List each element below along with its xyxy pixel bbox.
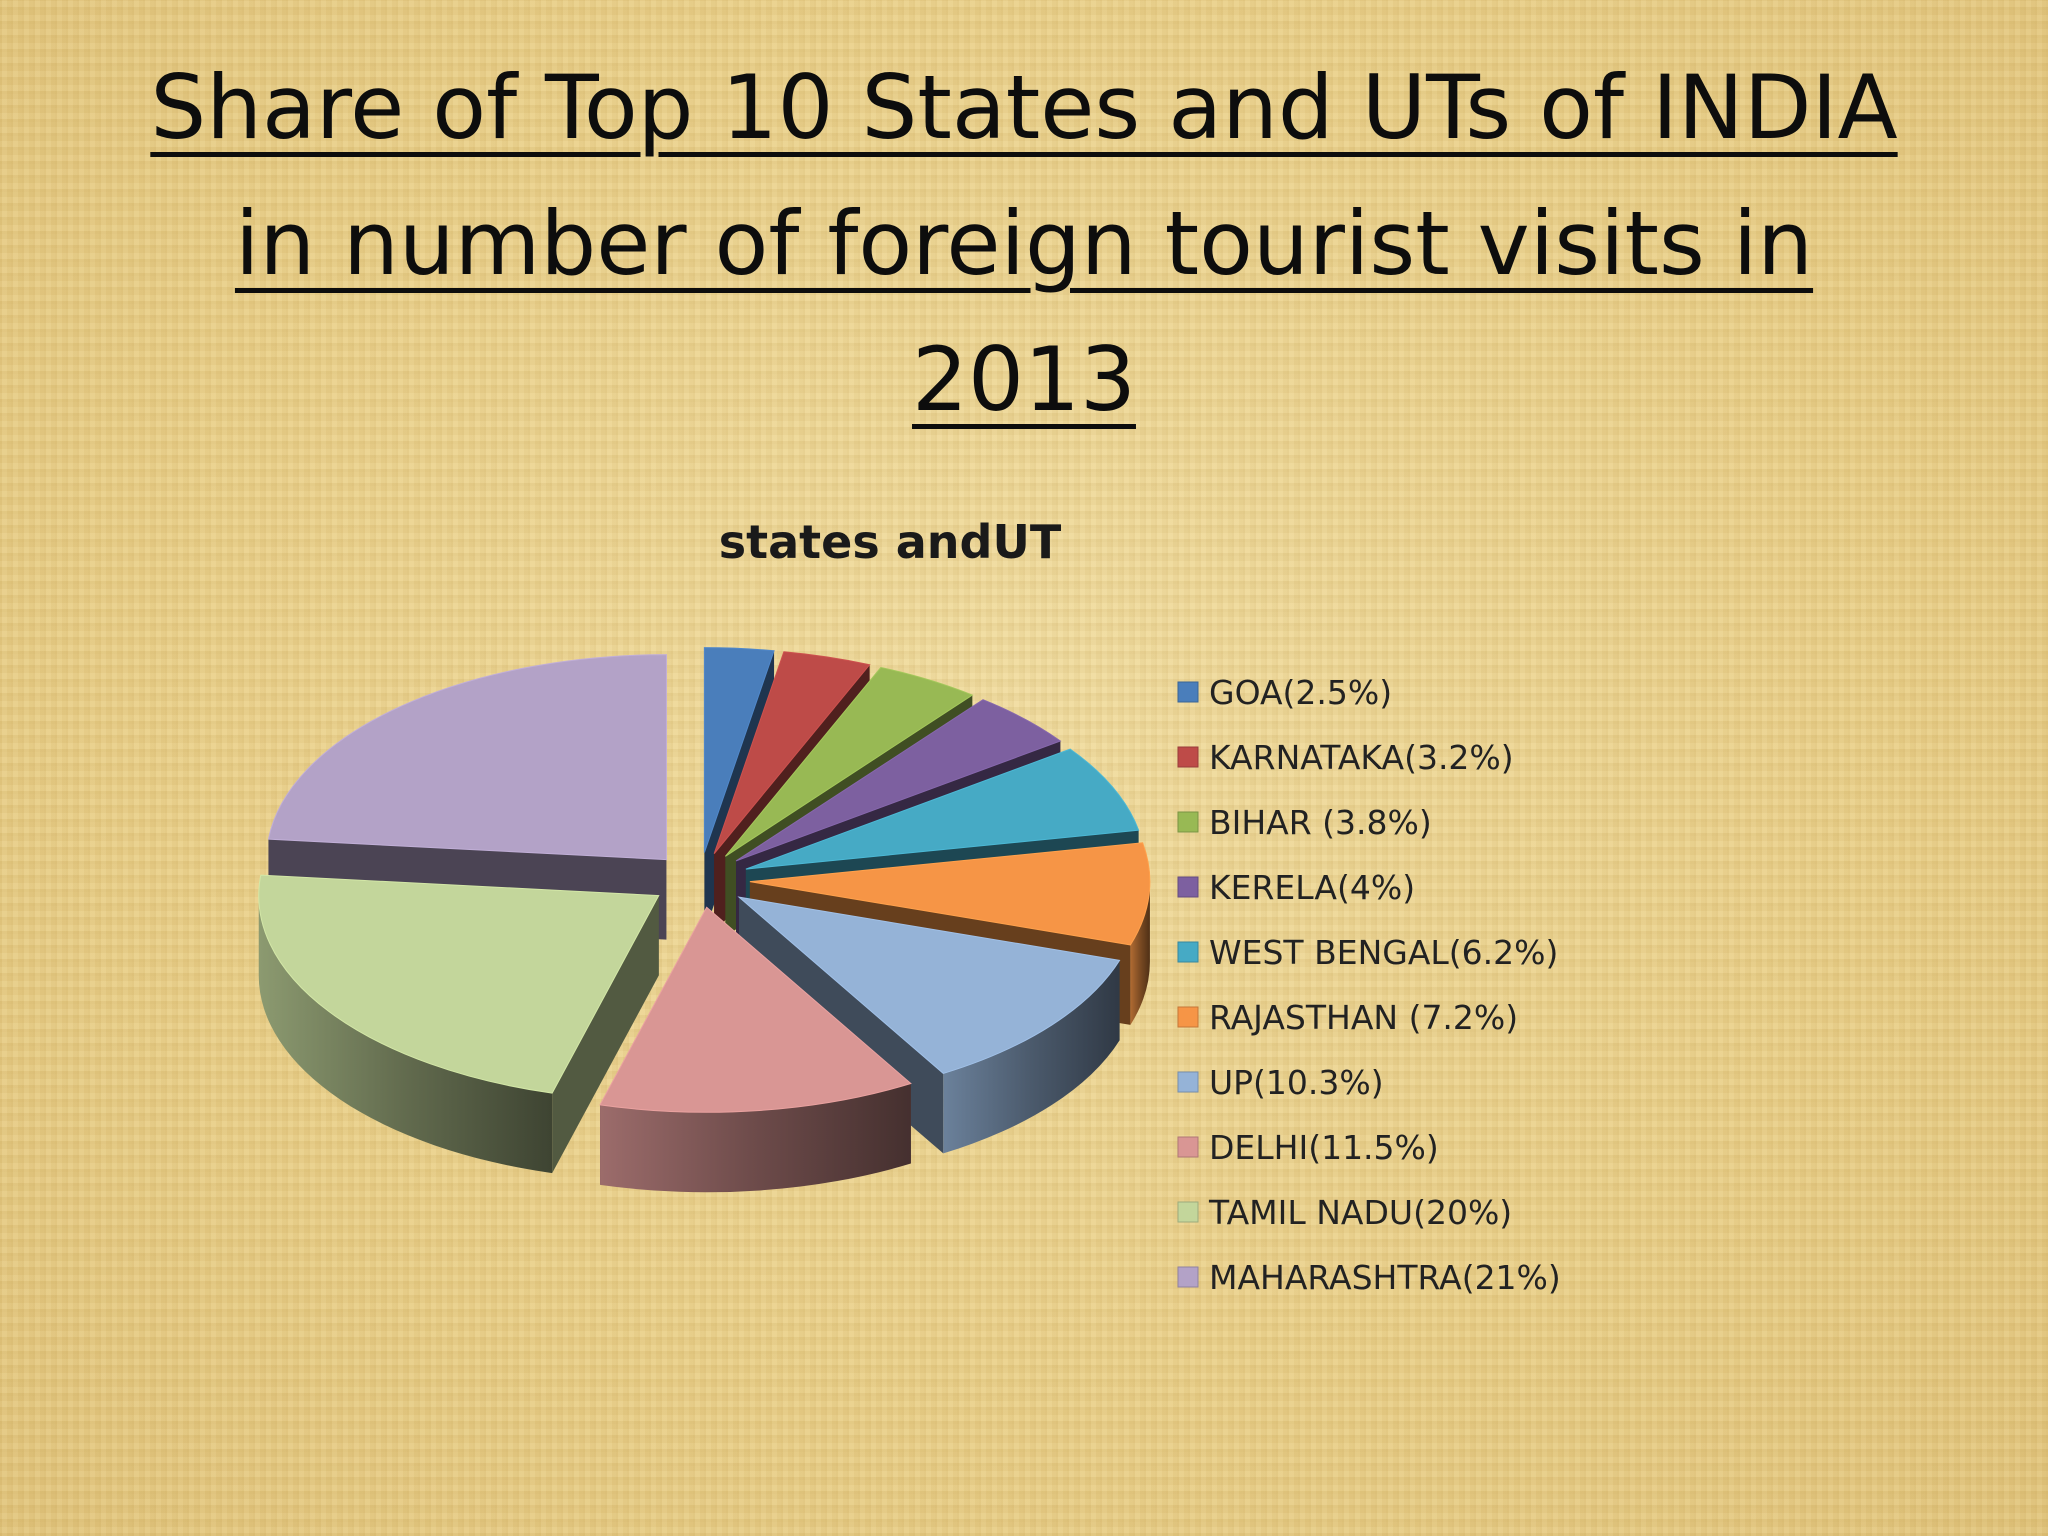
pie-slice [258, 874, 660, 1174]
legend-swatch [1177, 811, 1199, 833]
legend-label: KERELA(4%) [1209, 868, 1415, 907]
chart-title: states andUT [719, 515, 1062, 569]
legend-swatch [1177, 1006, 1199, 1028]
pie-slice [599, 906, 912, 1193]
pie-slice-wall [1130, 881, 1150, 1025]
legend-item: DELHI(11.5%) [1177, 1128, 1439, 1167]
legend-label: DELHI(11.5%) [1209, 1128, 1439, 1167]
legend-label: GOA(2.5%) [1209, 673, 1392, 712]
pie-slice-top [724, 666, 974, 857]
legend-label: MAHARASHTRA(21%) [1209, 1258, 1561, 1297]
pie-slice-top [713, 651, 871, 854]
legend-swatch [1177, 746, 1199, 768]
legend-label: RAJASTHAN (7.2%) [1209, 998, 1518, 1037]
legend-item: MAHARASHTRA(21%) [1177, 1258, 1561, 1297]
legend-swatch [1177, 876, 1199, 898]
legend-item: KERELA(4%) [1177, 868, 1415, 907]
chart-legend: GOA(2.5%) KARNATAKA(3.2%) BIHAR (3.8%) KERE… [1177, 673, 1561, 1297]
legend-item: RAJASTHAN (7.2%) [1177, 998, 1518, 1037]
legend-item: WEST BENGAL(6.2%) [1177, 933, 1558, 972]
legend-item: TAMIL NADU(20%) [1177, 1193, 1512, 1232]
legend-swatch [1177, 1071, 1199, 1093]
pie-slice-top [737, 896, 1121, 1074]
pie-slice-top [703, 647, 775, 853]
pie-slices [258, 647, 1151, 1193]
pie-slice-top [258, 874, 660, 1094]
legend-label: WEST BENGAL(6.2%) [1209, 933, 1558, 972]
legend-label: TAMIL NADU(20%) [1208, 1193, 1512, 1232]
legend-swatch [1177, 941, 1199, 963]
pie-slice-top [749, 842, 1151, 946]
pie-slice-top [735, 699, 1062, 862]
slide-title: Share of Top 10 States and UTs of INDIA … [150, 56, 1898, 431]
pie-slice-wall [258, 895, 553, 1174]
legend-swatch [1177, 681, 1199, 703]
legend-item: BIHAR (3.8%) [1177, 803, 1432, 842]
pie-slice-wall [600, 1083, 911, 1193]
legend-swatch [1177, 1136, 1199, 1158]
legend-item: UP(10.3%) [1177, 1063, 1384, 1102]
legend-swatch [1177, 1266, 1199, 1288]
legend-label: KARNATAKA(3.2%) [1209, 738, 1514, 777]
pie-slice-top [267, 654, 667, 861]
pie-slice-top [599, 906, 912, 1113]
pie-slice-top [745, 748, 1140, 870]
legend-swatch [1177, 1201, 1199, 1223]
legend-label: BIHAR (3.8%) [1209, 803, 1432, 842]
legend-item: GOA(2.5%) [1177, 673, 1392, 712]
legend-label: UP(10.3%) [1209, 1063, 1384, 1102]
legend-item: KARNATAKA(3.2%) [1177, 738, 1514, 777]
